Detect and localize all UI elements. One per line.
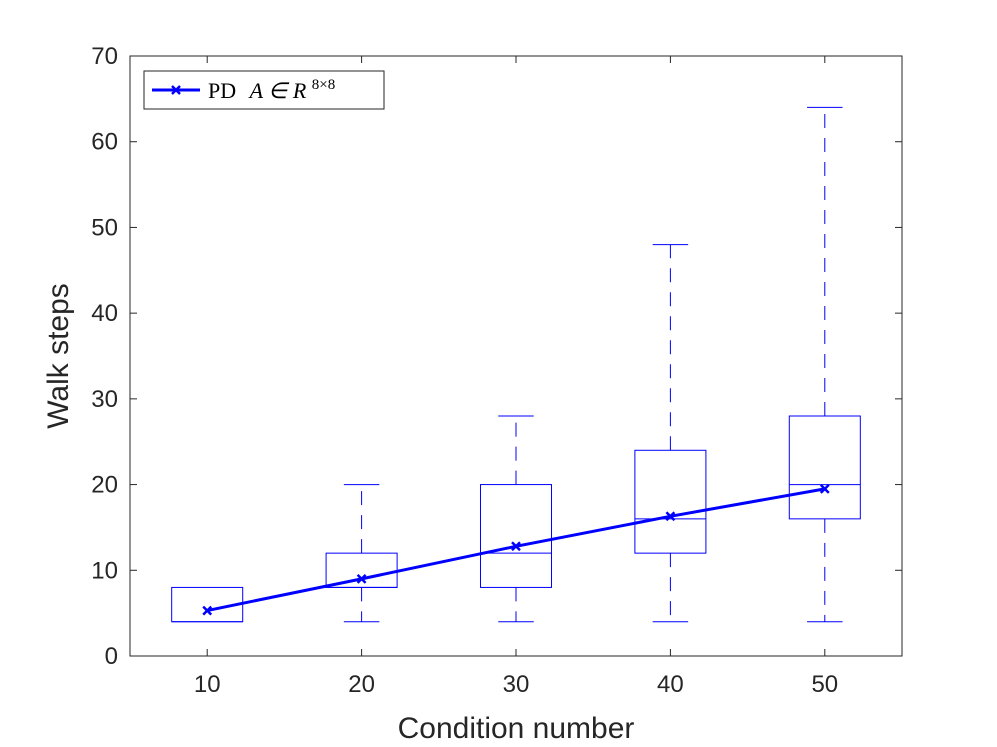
legend-label: PD A ∈ R 8×8 [208, 77, 335, 103]
plot-area [130, 56, 902, 656]
y-axis-ticks: 0 10 20 30 40 50 60 70 [91, 43, 902, 670]
series-point [511, 541, 521, 552]
box-40 [634, 244, 707, 623]
box-body [479, 484, 553, 588]
x-axis-title: Condition number [398, 712, 635, 745]
box-body [788, 415, 861, 520]
series-point-stroke [202, 605, 213, 616]
y-tick-label: 20 [91, 472, 118, 499]
x-tick-label: 50 [811, 671, 838, 698]
x-tick-label: 10 [194, 671, 221, 698]
series-point-stroke [665, 511, 676, 522]
y-tick-label: 40 [91, 300, 118, 327]
series-point-stroke [819, 483, 830, 494]
legend-label-superscript: 8×8 [312, 77, 335, 93]
series-point-stroke [511, 541, 521, 552]
legend-label-prefix: PD [208, 78, 236, 103]
series-point [819, 483, 830, 494]
legend-marker [171, 85, 181, 95]
box-50 [788, 106, 861, 623]
series-point [665, 511, 676, 522]
y-tick-label: 70 [91, 43, 118, 70]
y-tick-label: 0 [105, 643, 118, 670]
legend: PD A ∈ R 8×8 [143, 70, 385, 110]
x-tick-label: 30 [503, 671, 530, 698]
y-tick-label: 50 [91, 214, 118, 241]
x-tick-label: 40 [657, 671, 684, 698]
box-30 [479, 415, 553, 623]
x-tick-label: 20 [348, 671, 375, 698]
legend-label-math: A ∈ R [248, 78, 307, 103]
box-body [634, 449, 707, 554]
series-point [356, 573, 367, 584]
series-point [202, 605, 213, 616]
y-tick-label: 60 [91, 129, 118, 156]
mean-line-layer [202, 483, 830, 616]
y-axis-title: Walk steps [42, 283, 75, 429]
y-tick-label: 30 [91, 386, 118, 413]
x-axis-ticks: 10 20 30 40 50 [194, 56, 838, 698]
series-point-stroke [356, 573, 367, 584]
y-tick-label: 10 [91, 557, 118, 584]
box-plot-layer [171, 106, 861, 623]
